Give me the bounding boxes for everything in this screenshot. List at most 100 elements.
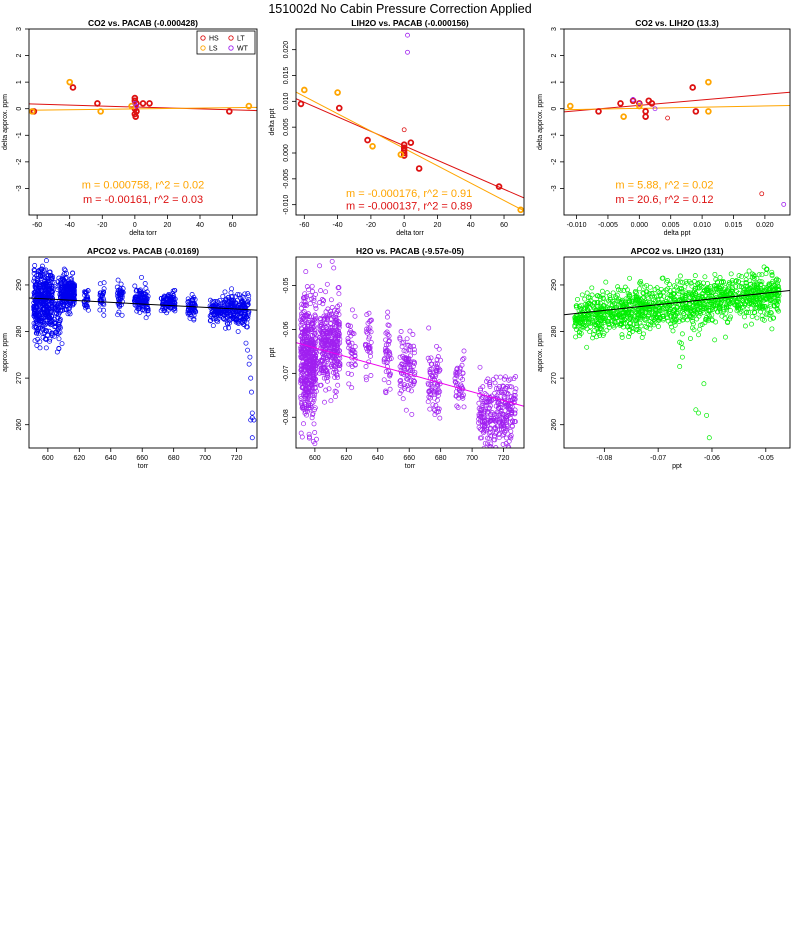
plot-frame [563,256,791,449]
y-tick-label: -2 [551,159,558,165]
x-tick-label: -20 [366,222,376,229]
data-point [325,370,331,376]
data-point [217,297,223,303]
data-point [404,342,410,348]
data-point [240,319,245,325]
data-point [400,353,406,359]
data-point [617,321,623,327]
y-tick-label: -0.010 [283,195,290,215]
data-point [746,310,751,315]
y-tick-label: 260 [551,419,558,431]
data-point [454,365,460,371]
data-point [399,344,405,350]
data-point [684,317,690,323]
chart-p6: APCO2 vs. LIH2O (131) -0.08 -0.07 -0.06 -0.0… [537,246,791,470]
data-point [512,451,516,455]
data-point [600,332,606,338]
data-point [703,298,709,304]
data-point [34,343,40,348]
data-point [505,391,511,397]
data-point [677,364,683,369]
data-point [330,328,336,334]
data-point [400,396,406,402]
data-point [312,351,318,357]
data-point [666,310,672,316]
data-point [588,301,593,307]
data-point [586,300,592,306]
data-point [491,453,495,457]
data-point [425,380,431,386]
y-tick-label: 2 [16,54,23,58]
data-point [168,300,173,306]
data-point-red [400,152,408,159]
data-point [222,317,228,323]
data-point [220,293,226,299]
data-point [490,417,496,423]
x-tick-label: -40 [333,222,343,229]
y-tick-label: 0.000 [283,144,290,162]
data-point [676,319,682,324]
data-point [313,436,319,442]
data-point [501,394,507,400]
data-point [427,367,433,372]
data-point [613,320,619,326]
data-point [349,371,354,377]
data-point [746,268,752,274]
data-point [759,272,765,278]
data-point [480,402,486,408]
data-point [478,387,484,393]
data-point [142,308,148,314]
x-tick-label: -0.08 [596,455,612,462]
data-point [303,385,309,391]
data-point [134,287,140,293]
data-point [690,319,695,324]
data-point [386,380,392,386]
data-point [708,284,714,290]
data-point-red [94,100,101,107]
data-point [324,331,330,337]
data-point [298,344,304,350]
data-point [50,289,55,295]
data-point [233,317,239,323]
data-point [671,283,677,289]
data-point [336,325,342,331]
x-tick-label: -0.05 [758,455,774,462]
data-point [460,377,466,382]
data-point [383,349,389,355]
data-point [324,281,330,287]
data-point [310,289,315,294]
data-point-red [146,100,153,107]
data-point [238,315,243,321]
data-point [68,286,74,292]
x-tick-label: 720 [498,455,510,462]
data-point [301,331,307,337]
data-point [333,346,339,352]
data-point [486,430,492,436]
data-point-purple [781,201,787,207]
data-point [729,280,735,286]
data-point [326,386,332,392]
data-point [665,278,671,283]
data-point [366,334,372,340]
chart-title: LIH2O vs. PACAB (-0.000156) [351,18,469,28]
data-point [759,279,765,285]
data-point [482,414,488,420]
data-point [327,339,333,345]
data-point [696,332,701,338]
data-point [755,285,761,291]
data-point [638,305,644,311]
data-point [496,406,502,412]
data-point [54,310,60,316]
data-point [386,338,392,344]
fit-annotation: m = 5.88, r^2 = 0.02 [615,179,713,191]
data-point [239,294,245,300]
data-point [222,289,228,295]
data-point [322,320,328,326]
data-point [245,347,251,353]
data-point [594,293,600,299]
data-point [771,303,777,309]
data-point [743,280,749,286]
x-tick-label: 0.010 [693,222,711,229]
data-point [679,345,685,351]
x-tick-label: 640 [105,455,117,462]
